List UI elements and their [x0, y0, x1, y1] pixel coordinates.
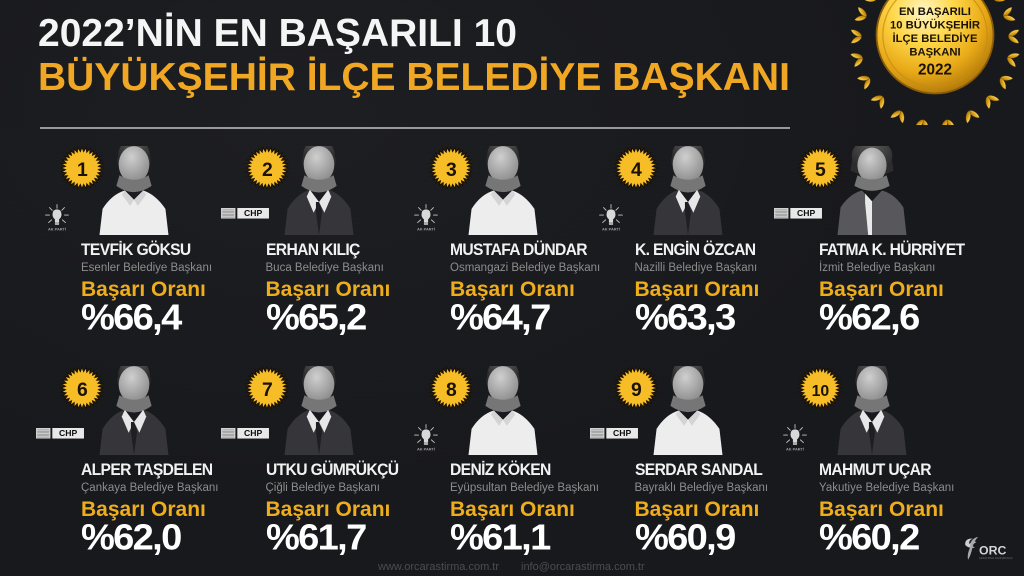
svg-text:8: 8 [446, 379, 457, 401]
svg-text:İLÇE BELEDİYE: İLÇE BELEDİYE [892, 32, 978, 45]
svg-text:3: 3 [446, 159, 457, 181]
svg-text:ARAŞTIRMA DANIŞMANLIK: ARAŞTIRMA DANIŞMANLIK [979, 557, 1013, 560]
svg-text:5: 5 [815, 159, 826, 181]
svg-text:ORC: ORC [979, 543, 1006, 557]
svg-text:9: 9 [631, 379, 642, 401]
svg-text:2022: 2022 [918, 62, 952, 79]
svg-text:4: 4 [631, 159, 642, 181]
svg-text:BAŞKANI: BAŞKANI [909, 47, 960, 59]
svg-text:6: 6 [77, 379, 88, 401]
svg-text:2: 2 [262, 159, 273, 181]
svg-text:EN BAŞARILI: EN BAŞARILI [899, 6, 971, 18]
svg-text:1: 1 [77, 159, 88, 181]
svg-text:10 BÜYÜKŞEHİR: 10 BÜYÜKŞEHİR [890, 19, 980, 32]
svg-text:7: 7 [262, 379, 273, 401]
